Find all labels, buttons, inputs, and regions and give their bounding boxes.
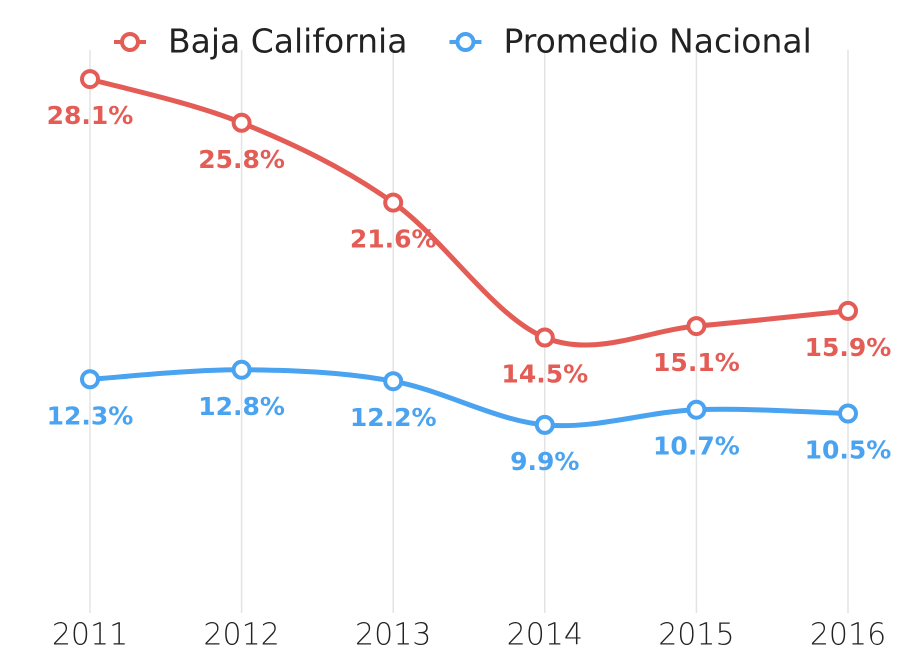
data-label: 14.5% xyxy=(501,360,588,389)
data-label: 28.1% xyxy=(47,101,134,130)
data-label: 12.3% xyxy=(47,401,134,430)
data-label: 15.9% xyxy=(805,333,892,362)
x-tick-label: 2013 xyxy=(355,618,431,653)
point xyxy=(80,369,100,390)
point xyxy=(383,371,404,392)
data-label: 15.1% xyxy=(653,348,740,377)
line xyxy=(89,367,849,429)
point xyxy=(838,403,858,424)
data-label: 10.5% xyxy=(805,436,892,465)
point xyxy=(838,300,858,321)
data-label: 12.8% xyxy=(198,392,285,421)
point xyxy=(383,192,404,213)
legend-marker xyxy=(455,32,476,52)
legend-marker xyxy=(120,32,140,52)
point xyxy=(231,359,252,380)
point xyxy=(686,399,707,420)
x-tick-label: 2011 xyxy=(52,618,128,653)
data-label: 9.9% xyxy=(510,447,579,476)
line xyxy=(89,76,849,348)
point xyxy=(231,112,252,133)
point xyxy=(534,327,555,348)
data-label: 10.7% xyxy=(653,432,740,461)
data-label: 21.6% xyxy=(350,225,437,254)
x-tick-label: 2015 xyxy=(658,618,734,653)
point xyxy=(80,69,100,90)
legend-label: Baja California xyxy=(168,22,407,61)
x-tick-label: 2016 xyxy=(810,618,886,653)
legend-label: Promedio Nacional xyxy=(503,22,811,61)
data-label: 25.8% xyxy=(198,145,285,174)
x-tick-label: 2014 xyxy=(507,618,583,653)
x-tick-label: 2012 xyxy=(203,618,279,653)
point xyxy=(534,414,555,435)
data-label: 12.2% xyxy=(350,403,437,432)
point xyxy=(686,316,707,337)
